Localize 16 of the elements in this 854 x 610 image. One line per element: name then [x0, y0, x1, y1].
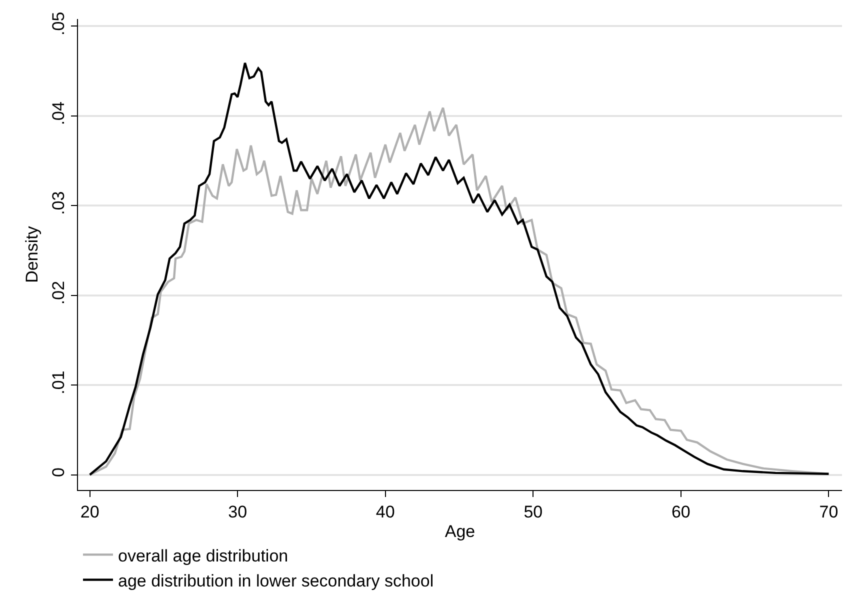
x-tick-label: 70 — [819, 502, 838, 522]
x-tick-label: 40 — [376, 502, 395, 522]
x-tick-label: 60 — [671, 502, 690, 522]
y-tick-label: .05 — [49, 12, 68, 36]
legend-label: age distribution in lower secondary school — [118, 571, 434, 590]
y-tick-label: 0 — [49, 467, 68, 477]
y-tick-label: .02 — [49, 280, 68, 305]
x-tick-label: 20 — [80, 502, 100, 522]
y-tick-label: .01 — [49, 370, 68, 394]
x-axis-title: Age — [444, 522, 476, 541]
legend-label: overall age distribution — [118, 546, 288, 566]
x-tick-label: 50 — [524, 502, 543, 522]
y-tick-label: .03 — [49, 191, 68, 215]
y-tick-label: .04 — [49, 102, 68, 126]
x-tick-label: 30 — [228, 502, 248, 522]
y-axis-title: Density — [22, 226, 42, 283]
